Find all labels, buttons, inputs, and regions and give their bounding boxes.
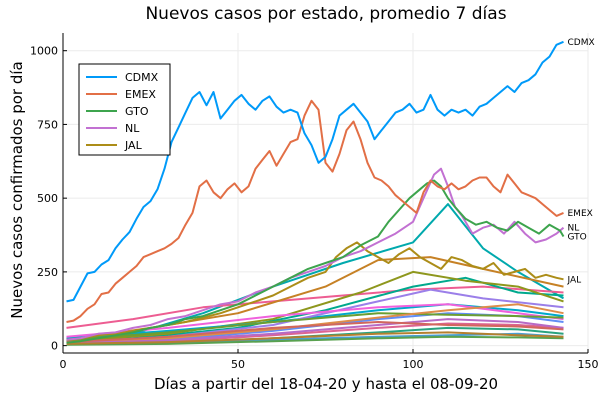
end-label-jal: JAL: [567, 275, 582, 285]
other-state-line-15: [66, 321, 564, 344]
other-state-line-3: [66, 276, 564, 344]
y-tick-label-4: 1000: [30, 45, 58, 58]
other-state-line-16: [66, 335, 564, 346]
end-label-nl: NL: [568, 224, 580, 234]
series-line-cdmx: [66, 40, 564, 303]
end-label-gto: GTO: [568, 233, 587, 243]
y-tick-label-0: 0: [51, 340, 58, 353]
other-state-line-10: [66, 312, 564, 341]
axes: 0 50 100 150 0 250 500 750 1000: [30, 33, 599, 371]
legend: CDMX EMEX GTO NL JAL: [78, 63, 171, 156]
x-tick-label-2: 100: [403, 358, 424, 371]
other-state-line-8: [66, 303, 564, 338]
x-axis-label: Días a partir del 18-04-20 y hasta el 08…: [154, 375, 498, 393]
other-state-line-5: [66, 303, 564, 340]
end-label-emex: EMEX: [568, 209, 593, 219]
other-state-line-17: [66, 331, 564, 345]
legend-label-emex: EMEX: [125, 88, 156, 101]
other-state-line-0: [66, 203, 565, 343]
y-axis-label: Nuevos casos confirmados por día: [8, 61, 26, 319]
chart-title: Nuevos casos por estado, promedio 7 días: [145, 4, 506, 24]
legend-label-gto: GTO: [125, 105, 149, 118]
legend-label-jal: JAL: [124, 139, 143, 152]
other-state-line-1: [66, 285, 564, 329]
x-tick-label-3: 150: [578, 358, 599, 371]
legend-label-cdmx: CDMX: [125, 71, 159, 84]
other-state-lines: [66, 203, 565, 346]
x-tick-label-0: 0: [60, 358, 67, 371]
y-tick-label-1: 250: [37, 266, 58, 279]
y-tick-label-3: 750: [37, 118, 58, 131]
x-tick-label-1: 50: [231, 358, 245, 371]
other-state-line-12: [66, 303, 564, 344]
series-line-emex: [66, 99, 564, 323]
legend-box: [78, 63, 171, 156]
y-tick-label-2: 500: [37, 192, 58, 205]
end-label-cdmx: CDMX: [568, 38, 595, 48]
highlighted-state-lines: [66, 40, 565, 344]
other-state-line-14: [66, 318, 564, 345]
legend-label-nl: NL: [125, 122, 140, 135]
series-line-nl: [66, 167, 565, 341]
series-line-gto: [66, 179, 565, 344]
